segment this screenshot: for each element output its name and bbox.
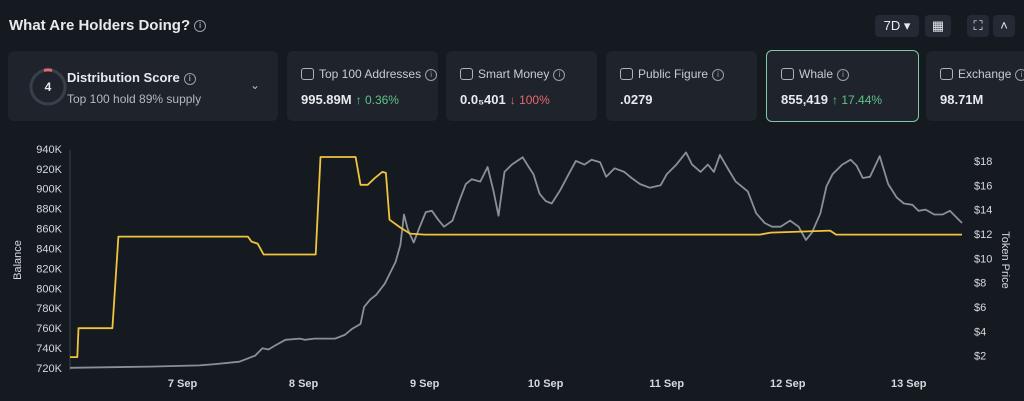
title-text: What Are Holders Doing? [9, 17, 191, 34]
y-tick-label: 840K [36, 243, 62, 255]
y2-tick-label: $6 [974, 302, 986, 314]
y2-tick-label: $18 [974, 156, 992, 168]
y2-axis-title: Token Price [999, 231, 1011, 288]
x-tick-label: 9 Sep [410, 378, 440, 390]
x-tick-label: 13 Sep [891, 378, 927, 390]
change-value: 17.44% [841, 93, 883, 107]
line-series [70, 156, 962, 358]
score: 4 [45, 80, 52, 94]
metric-card[interactable]: Exchange i 98.71M [926, 51, 1024, 121]
y-axis-title: Balance [12, 240, 24, 280]
card-icon [301, 68, 314, 80]
y2-tick-label: $12 [974, 229, 992, 241]
score-ring: 4 [29, 68, 67, 106]
distribution-card[interactable]: 4 Distribution Score i Top 100 hold 89% s… [8, 51, 278, 121]
info-icon[interactable]: i [183, 72, 196, 85]
info-icon: i [712, 68, 725, 81]
x-tick-label: 8 Sep [289, 378, 319, 390]
card-value-text: 98.71M [940, 92, 984, 107]
metric-card[interactable]: Top 100 Addresses i 995.89M ↑ 0.36% [287, 51, 438, 121]
card-label-text: Top 100 Addresses [319, 67, 422, 81]
y-tick-label: 900K [36, 184, 62, 196]
x-tick-label: 7 Sep [168, 378, 198, 390]
change-value: 100% [519, 93, 550, 107]
card-icon [460, 68, 473, 80]
metric-card[interactable]: Whale i 855,419 ↑ 17.44% [766, 50, 919, 122]
card-value: 0.0₅401 ↓ 100% [460, 92, 550, 107]
card-value-text: .0279 [620, 92, 653, 107]
y-tick-label: 800K [36, 283, 62, 295]
y-tick-label: 720K [36, 363, 62, 375]
card-label-text: Public Figure [638, 67, 709, 81]
y-tick-label: 940K [36, 144, 62, 156]
expand-button[interactable]: ⛶ [967, 15, 989, 37]
card-label: Public Figure i [638, 67, 725, 81]
info-icon: i [425, 68, 438, 81]
y2-tick-label: $8 [974, 278, 986, 290]
card-value: 995.89M ↑ 0.36% [301, 92, 399, 107]
y-tick-label: 920K [36, 164, 62, 176]
card-label: Exchange i [958, 67, 1024, 81]
y-tick-label: 780K [36, 303, 62, 315]
metric-card[interactable]: Public Figure i .0279 [606, 51, 757, 121]
card-label-text: Smart Money [478, 67, 550, 81]
card-value-text: 855,419 [781, 92, 828, 107]
y2-tick-label: $4 [974, 326, 986, 338]
card-value-text: 0.0₅401 [460, 92, 506, 107]
change-arrow: ↑ [832, 93, 842, 107]
card-value-text: 995.89M [301, 92, 352, 107]
y2-tick-label: $10 [974, 253, 992, 265]
info-icon: i [553, 68, 566, 81]
card-change: ↑ 0.36% [356, 93, 399, 107]
card-label: Top 100 Addresses i [319, 67, 438, 81]
card-value: 98.71M [940, 92, 983, 107]
range-text: 7D [883, 18, 901, 33]
y-tick-label: 760K [36, 323, 62, 335]
y2-tick-label: $16 [974, 180, 992, 192]
card-label: Smart Money i [478, 67, 566, 81]
info-icon: i [837, 68, 850, 81]
distribution-title-text: Distribution Score [67, 70, 180, 85]
x-tick-label: 10 Sep [528, 378, 564, 390]
change-value: 0.36% [364, 93, 399, 107]
calendar-button[interactable]: ▦ [925, 15, 951, 37]
distribution-subtitle: Top 100 hold 89% supply [67, 92, 202, 106]
y2-tick-label: $2 [974, 351, 986, 363]
card-label: Whale i [799, 67, 850, 81]
section-title: What Are Holders Doing? i [9, 17, 207, 34]
info-icon[interactable]: i [194, 20, 207, 33]
metric-card[interactable]: Smart Money i 0.0₅401 ↓ 100% [446, 51, 597, 121]
collapse-button[interactable]: ˄ [993, 15, 1015, 37]
card-icon [620, 68, 633, 80]
card-value: 855,419 ↑ 17.44% [781, 92, 882, 107]
change-arrow: ↑ [355, 93, 365, 107]
card-value: .0279 [620, 92, 653, 107]
y-tick-label: 860K [36, 224, 62, 236]
x-tick-label: 12 Sep [770, 378, 806, 390]
info-icon: i [1015, 68, 1024, 81]
y-tick-label: 820K [36, 263, 62, 275]
card-label-text: Exchange [958, 67, 1012, 81]
chevron[interactable]: ⌄ [250, 78, 261, 92]
x-tick-label: 11 Sep [649, 378, 684, 390]
card-icon [940, 68, 953, 80]
change-arrow: ↓ [509, 93, 520, 107]
card-change: ↑ 17.44% [832, 93, 882, 107]
range-select[interactable]: 7D ▾ [875, 15, 919, 37]
card-icon [781, 68, 794, 80]
y-tick-label: 740K [36, 343, 62, 355]
y-tick-label: 880K [36, 204, 62, 216]
card-change: ↓ 100% [510, 93, 550, 107]
line-series [69, 151, 963, 369]
y2-tick-label: $14 [974, 205, 992, 217]
distribution-title: Distribution Score i [67, 70, 196, 85]
card-label-text: Whale [799, 67, 834, 81]
